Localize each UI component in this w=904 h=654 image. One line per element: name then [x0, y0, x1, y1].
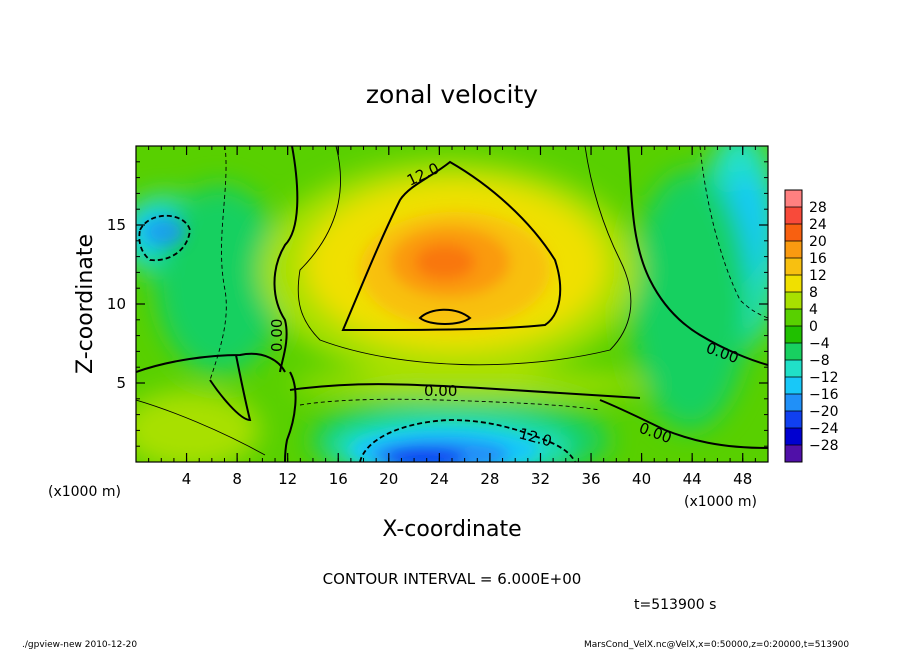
colorbar-swatch: [785, 360, 802, 378]
x-tick-label: 36: [581, 470, 600, 488]
x-unit-note-right: (x1000 m): [684, 494, 757, 510]
y-tick-label: 15: [107, 216, 126, 234]
x-tick-label: 40: [632, 470, 651, 488]
colorbar-swatch: [785, 428, 802, 446]
colorbar-swatch: [785, 258, 802, 276]
colorbar-swatch: [785, 241, 802, 259]
y-axis-label: Z-coordinate: [73, 234, 98, 374]
colorbar-swatch: [785, 343, 802, 361]
colorbar-label: 0: [809, 319, 818, 335]
colorbar-swatch: [785, 394, 802, 412]
colorbar-swatch: [785, 275, 802, 293]
colorbar-label: 12: [809, 268, 827, 284]
x-tick-label: 24: [430, 470, 449, 488]
colorbar-label: −20: [809, 404, 839, 420]
colorbar-label: 20: [809, 234, 827, 250]
heatmap-field: [136, 146, 768, 462]
colorbar-label: −24: [809, 421, 839, 437]
colorbar-swatch: [785, 292, 802, 310]
colorbar-label: 4: [809, 302, 818, 318]
colorbar-swatch: [785, 224, 802, 242]
x-tick-label: 8: [232, 470, 242, 488]
x-axis: 4 8 12 16 20 24 28 32 36 40 44 48: [148, 146, 756, 488]
colorbar-label: 24: [809, 217, 827, 233]
colorbar-swatch: [785, 326, 802, 344]
colorbar-swatch: [785, 411, 802, 429]
x-unit-note: (x1000 m): [48, 484, 121, 500]
colorbar-label: 8: [809, 285, 818, 301]
colorbar-label: −8: [809, 353, 830, 369]
x-tick-label: 4: [182, 470, 192, 488]
x-tick-label: 44: [683, 470, 702, 488]
colorbar-label: −28: [809, 438, 839, 454]
colorbar-swatch: [785, 377, 802, 395]
contour-label: 0.00: [268, 319, 286, 352]
x-axis-label: X-coordinate: [382, 517, 521, 542]
colorbar-label: −4: [809, 336, 830, 352]
footer-right: MarsCond_VelX.nc@VelX,x=0:50000,z=0:2000…: [584, 640, 850, 650]
contour-label: 0.00: [424, 382, 457, 400]
y-tick-label: 10: [107, 295, 126, 313]
colorbar-swatch: [785, 190, 802, 208]
colorbar-swatch: [785, 309, 802, 327]
colorbar-swatch: [785, 445, 802, 463]
chart-title: zonal velocity: [366, 80, 538, 109]
x-tick-label: 48: [733, 470, 752, 488]
colorbar-label: 28: [809, 200, 827, 216]
footer-left: ./gpview-new 2010-12-20: [22, 640, 138, 650]
time-label: t=513900 s: [634, 597, 716, 613]
colorbar-label: −16: [809, 387, 839, 403]
x-tick-label: 28: [480, 470, 499, 488]
colorbar-swatch: [785, 207, 802, 225]
colorbar-label: 16: [809, 251, 827, 267]
y-tick-label: 5: [116, 374, 126, 392]
x-tick-label: 32: [531, 470, 550, 488]
y-axis: 5 10 15: [107, 161, 768, 447]
x-tick-label: 16: [329, 470, 348, 488]
colorbar-label: −12: [809, 370, 839, 386]
contour-interval: CONTOUR INTERVAL = 6.000E+00: [323, 570, 582, 588]
x-tick-label: 20: [379, 470, 398, 488]
x-tick-label: 12: [278, 470, 297, 488]
